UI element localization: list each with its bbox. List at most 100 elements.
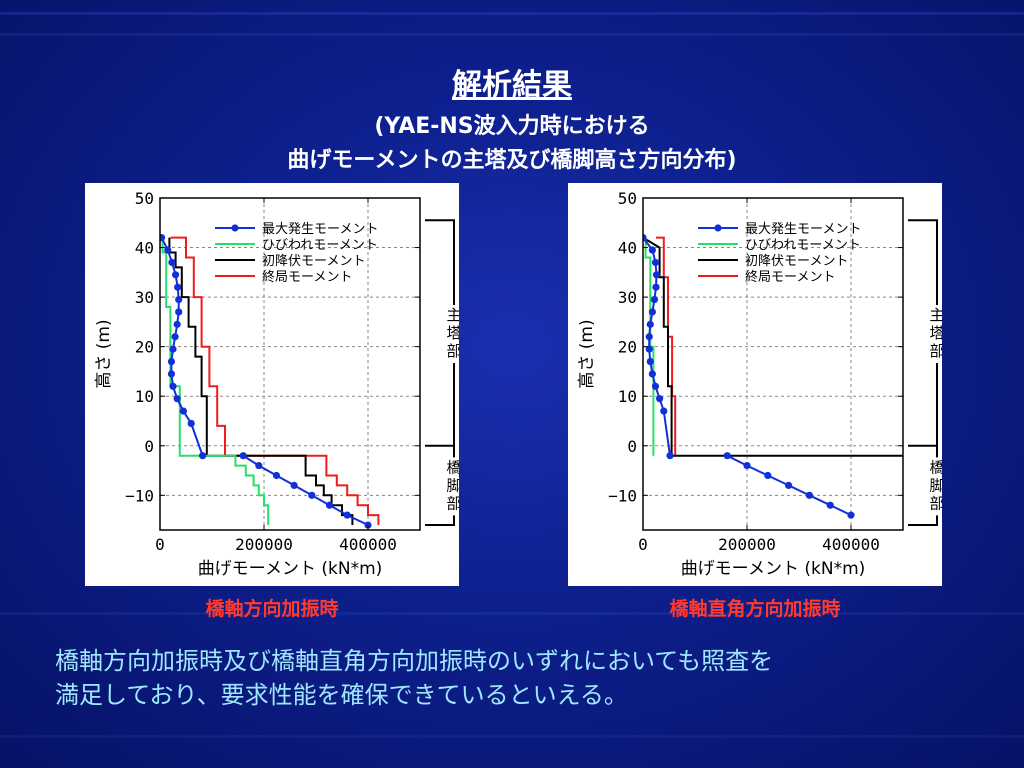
data-point [168,258,176,267]
chart-caption-longitudinal: 橋軸方向加振時 [205,598,339,620]
series-line [643,236,903,457]
data-point [666,452,674,460]
region-label-lower-bg [927,457,942,516]
y-axis-label: 高さ (m) [577,319,597,388]
data-point [847,511,855,519]
x-axis-label: 曲げモーメント (kN*m) [681,559,866,579]
data-point [645,345,653,353]
data-point [171,333,179,341]
data-point [173,320,181,328]
conclusion-line-2: 満足しており、要求性能を確保できているといえる。 [55,681,628,709]
legend-label: 終局モーメント [745,269,835,285]
data-point [187,419,195,428]
data-point [651,258,660,267]
data-point [805,491,813,499]
page-title: 解析結果 [452,68,572,103]
data-point [650,295,659,304]
region-label-lower: 橋脚部 [446,458,459,512]
series-line [161,237,270,525]
region-label-upper: 主塔部 [446,306,459,360]
x-tick-label: 0 [155,535,165,554]
y-tick-label: −10 [125,486,154,505]
data-point [743,461,751,470]
data-point [648,370,656,378]
legend-label: ひびわれモーメント [262,238,378,253]
data-point [764,471,772,480]
region-label-upper: 主塔部 [929,306,942,360]
data-point [175,308,183,316]
data-point [179,407,187,415]
y-tick-label: 30 [618,288,637,307]
legend-label: 最大発生モーメント [745,222,861,237]
data-point [175,295,183,304]
y-tick-label: 50 [618,189,637,208]
subtitle-line-2: 曲げモーメントの主塔及び橋脚高さ方向分布) [287,148,737,173]
data-point [785,481,793,490]
legend-label: 終局モーメント [262,269,352,285]
data-point [643,234,647,242]
y-tick-label: 50 [135,189,154,208]
data-point [290,481,298,490]
series-line [644,237,655,456]
series-group [160,234,380,529]
data-point [272,471,281,480]
data-point [660,407,668,415]
plot-frame [159,197,421,531]
region-label-lower: 橋脚部 [929,458,942,512]
data-point [173,395,181,403]
x-tick-label: 200000 [718,535,776,554]
y-tick-label: 10 [618,387,637,406]
data-point [651,382,660,390]
data-point [646,357,654,366]
data-point [199,452,207,460]
subtitle-line-1: (YAE-NS波入力時における [374,114,650,139]
data-point [652,283,660,291]
data-point [325,501,334,509]
data-point [723,452,731,460]
y-tick-label: 20 [135,338,154,357]
y-tick-label: 40 [618,239,637,258]
data-point [255,461,263,470]
chart-caption-transverse: 橋軸直角方向加振時 [669,598,841,620]
legend-marker [714,224,722,232]
y-tick-label: 0 [627,437,637,456]
region-label-upper-bg [927,305,942,364]
y-tick-label: 10 [135,387,154,406]
data-point [648,246,656,254]
legend-label: ひびわれモーメント [745,238,861,253]
y-tick-label: 0 [144,437,154,456]
data-point [645,333,653,341]
data-point [648,308,656,316]
data-point [160,234,166,242]
chart-panel-longitudinal: 0 200000 400000 −10 0 10 20 30 40 50 曲げモーメント (kN*m… [85,183,459,586]
data-point [646,320,654,328]
data-point [172,271,180,279]
x-tick-label: 200000 [235,535,293,554]
legend-marker [231,224,239,232]
data-point [656,395,664,403]
y-axis-label: 高さ (m) [94,319,114,388]
series-group [643,234,903,519]
data-point [826,501,834,509]
conclusion-text: 橋軸方向加振時及び橋軸直角方向加振時のいずれにおいても照査を 満足しており、要求… [55,644,995,712]
x-tick-label: 0 [638,535,648,554]
y-tick-label: 30 [135,288,154,307]
legend-label: 初降伏モーメント [745,254,848,269]
data-point [164,246,172,254]
chart-panel-transverse: 0 200000 400000 −10 0 10 20 30 40 50 曲げモーメント (kN*m… [568,183,942,586]
data-point [167,357,176,366]
y-tick-label: 20 [618,338,637,357]
data-point [308,491,316,499]
y-tick-label: −10 [608,486,637,505]
x-tick-label: 400000 [822,535,880,554]
legend-label: 最大発生モーメント [262,222,378,237]
data-point [169,345,177,353]
x-axis-label: 曲げモーメント (kN*m) [198,559,383,579]
y-tick-label: 40 [135,239,154,258]
x-tick-label: 400000 [339,535,397,554]
region-label-lower-bg [444,457,459,516]
data-point [652,271,661,279]
plot-frame [642,197,904,531]
data-point [343,511,351,519]
region-label-upper-bg [444,305,459,364]
